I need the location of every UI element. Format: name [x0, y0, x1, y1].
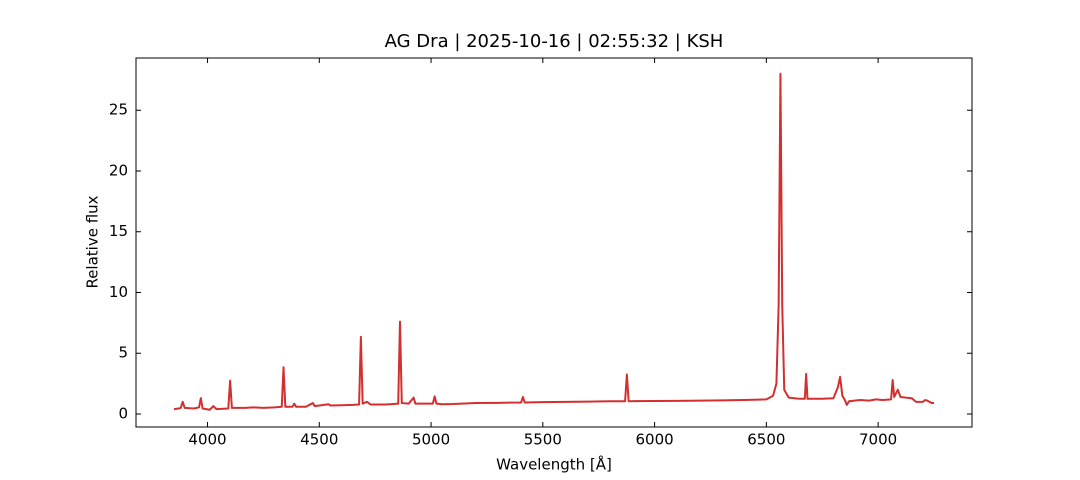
x-tick-label: 5500: [524, 431, 562, 449]
x-axis-label: Wavelength [Å]: [496, 455, 612, 474]
plot-frame: [135, 57, 973, 428]
x-tick-label: 4000: [188, 431, 226, 449]
y-tick-label: 20: [109, 161, 128, 179]
y-tick-label: 10: [109, 283, 128, 301]
x-tick-label: 7000: [859, 431, 897, 449]
x-tick-label: 5000: [412, 431, 450, 449]
y-tick-label: 25: [109, 101, 128, 119]
y-tick-label: 0: [118, 404, 128, 422]
y-axis-label: Relative flux: [84, 195, 102, 288]
spectrum-line: [173, 72, 934, 411]
x-tick-label: 6000: [635, 431, 673, 449]
x-tick-label: 4500: [300, 431, 338, 449]
chart-title: AG Dra | 2025-10-16 | 02:55:32 | KSH: [385, 31, 724, 52]
y-tick-label: 15: [109, 222, 128, 240]
y-tick-label: 5: [118, 344, 128, 362]
x-tick-label: 6500: [747, 431, 785, 449]
